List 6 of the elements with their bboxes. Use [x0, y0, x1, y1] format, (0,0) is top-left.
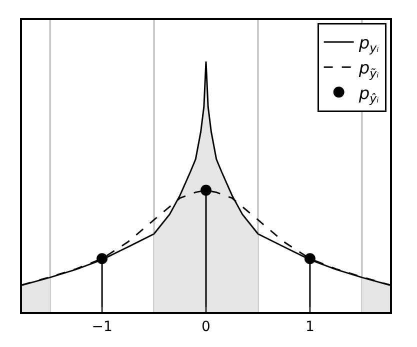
x-tick-label: −1 — [92, 318, 112, 335]
legend-label: p$_{ŷᵢ}$ — [358, 84, 379, 106]
legend-label: p$_{ỹᵢ}$ — [358, 58, 379, 80]
x-tick-label: 0 — [202, 318, 210, 335]
x-tick-label: 1 — [305, 318, 314, 335]
legend-label: p$_{yᵢ}$ — [358, 34, 379, 56]
